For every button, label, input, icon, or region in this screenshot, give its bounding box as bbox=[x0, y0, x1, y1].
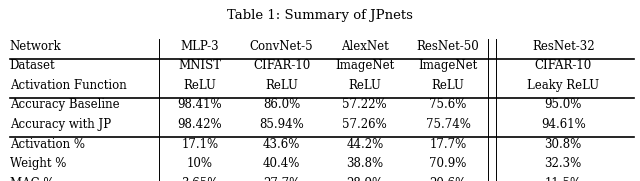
Text: Leaky ReLU: Leaky ReLU bbox=[527, 79, 599, 92]
Text: Activation %: Activation % bbox=[10, 138, 84, 151]
Text: 10%: 10% bbox=[187, 157, 213, 170]
Text: 17.1%: 17.1% bbox=[181, 138, 219, 151]
Text: MNIST: MNIST bbox=[179, 59, 221, 72]
Text: 27.7%: 27.7% bbox=[263, 177, 300, 181]
Text: MAC %: MAC % bbox=[10, 177, 54, 181]
Text: 28.9%: 28.9% bbox=[346, 177, 383, 181]
Text: 57.22%: 57.22% bbox=[342, 98, 387, 111]
Text: 70.9%: 70.9% bbox=[429, 157, 467, 170]
Text: Accuracy with JP: Accuracy with JP bbox=[10, 118, 111, 131]
Text: 75.6%: 75.6% bbox=[429, 98, 467, 111]
Text: ImageNet: ImageNet bbox=[335, 59, 394, 72]
Text: ReLU: ReLU bbox=[184, 79, 216, 92]
Text: 40.4%: 40.4% bbox=[263, 157, 300, 170]
Text: ConvNet-5: ConvNet-5 bbox=[250, 40, 314, 53]
Text: Table 1: Summary of JPnets: Table 1: Summary of JPnets bbox=[227, 9, 413, 22]
Text: ReLU: ReLU bbox=[348, 79, 381, 92]
Text: 57.26%: 57.26% bbox=[342, 118, 387, 131]
Text: 43.6%: 43.6% bbox=[263, 138, 300, 151]
Text: ResNet-50: ResNet-50 bbox=[417, 40, 479, 53]
Text: Accuracy Baseline: Accuracy Baseline bbox=[10, 98, 119, 111]
Text: Network: Network bbox=[10, 40, 61, 53]
Text: 95.0%: 95.0% bbox=[545, 98, 582, 111]
Text: ResNet-32: ResNet-32 bbox=[532, 40, 595, 53]
Text: Activation Function: Activation Function bbox=[10, 79, 126, 92]
Text: Dataset: Dataset bbox=[10, 59, 55, 72]
Text: MLP-3: MLP-3 bbox=[180, 40, 220, 53]
Text: Weight %: Weight % bbox=[10, 157, 66, 170]
Text: 11.5%: 11.5% bbox=[545, 177, 582, 181]
Text: 86.0%: 86.0% bbox=[263, 98, 300, 111]
Text: 38.8%: 38.8% bbox=[346, 157, 383, 170]
Text: 75.74%: 75.74% bbox=[426, 118, 470, 131]
Text: ReLU: ReLU bbox=[265, 79, 298, 92]
Text: CIFAR-10: CIFAR-10 bbox=[253, 59, 310, 72]
Text: 32.3%: 32.3% bbox=[545, 157, 582, 170]
Text: ImageNet: ImageNet bbox=[419, 59, 477, 72]
Text: 94.61%: 94.61% bbox=[541, 118, 586, 131]
Text: 44.2%: 44.2% bbox=[346, 138, 383, 151]
Text: 20.6%: 20.6% bbox=[429, 177, 467, 181]
Text: 98.41%: 98.41% bbox=[178, 98, 222, 111]
Text: 30.8%: 30.8% bbox=[545, 138, 582, 151]
Text: AlexNet: AlexNet bbox=[341, 40, 388, 53]
Text: 3.65%: 3.65% bbox=[181, 177, 219, 181]
Text: 98.42%: 98.42% bbox=[178, 118, 222, 131]
Text: CIFAR-10: CIFAR-10 bbox=[534, 59, 592, 72]
Text: ReLU: ReLU bbox=[431, 79, 465, 92]
Text: 17.7%: 17.7% bbox=[429, 138, 467, 151]
Text: 85.94%: 85.94% bbox=[259, 118, 304, 131]
